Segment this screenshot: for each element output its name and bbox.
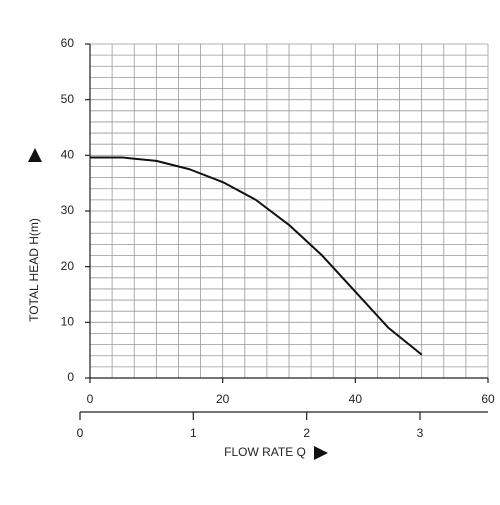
x-tick-label: 60 <box>481 392 495 406</box>
x-arrow <box>314 446 328 460</box>
y-tick-label: 50 <box>61 92 75 106</box>
y-arrow <box>28 148 42 162</box>
curve <box>90 156 423 356</box>
x-axis-label: FLOW RATE Q <box>224 445 306 459</box>
y-tick-label: 10 <box>61 315 75 329</box>
y-tick-label: 0 <box>67 370 74 384</box>
y-tick-label: 20 <box>61 259 75 273</box>
y-axis-label: TOTAL HEAD H(m) <box>27 218 41 322</box>
x2-tick-label: 0 <box>77 426 84 440</box>
x2-tick-label: 3 <box>417 426 424 440</box>
x-tick-label: 20 <box>216 392 230 406</box>
y-tick-label: 40 <box>61 148 75 162</box>
x2-tick-label: 1 <box>190 426 197 440</box>
x2-tick-label: 2 <box>303 426 310 440</box>
x-tick-label: 0 <box>87 392 94 406</box>
y-tick-label: 30 <box>61 203 75 217</box>
x-tick-label: 40 <box>349 392 363 406</box>
y-tick-label: 60 <box>61 36 75 50</box>
grid <box>89 43 489 379</box>
